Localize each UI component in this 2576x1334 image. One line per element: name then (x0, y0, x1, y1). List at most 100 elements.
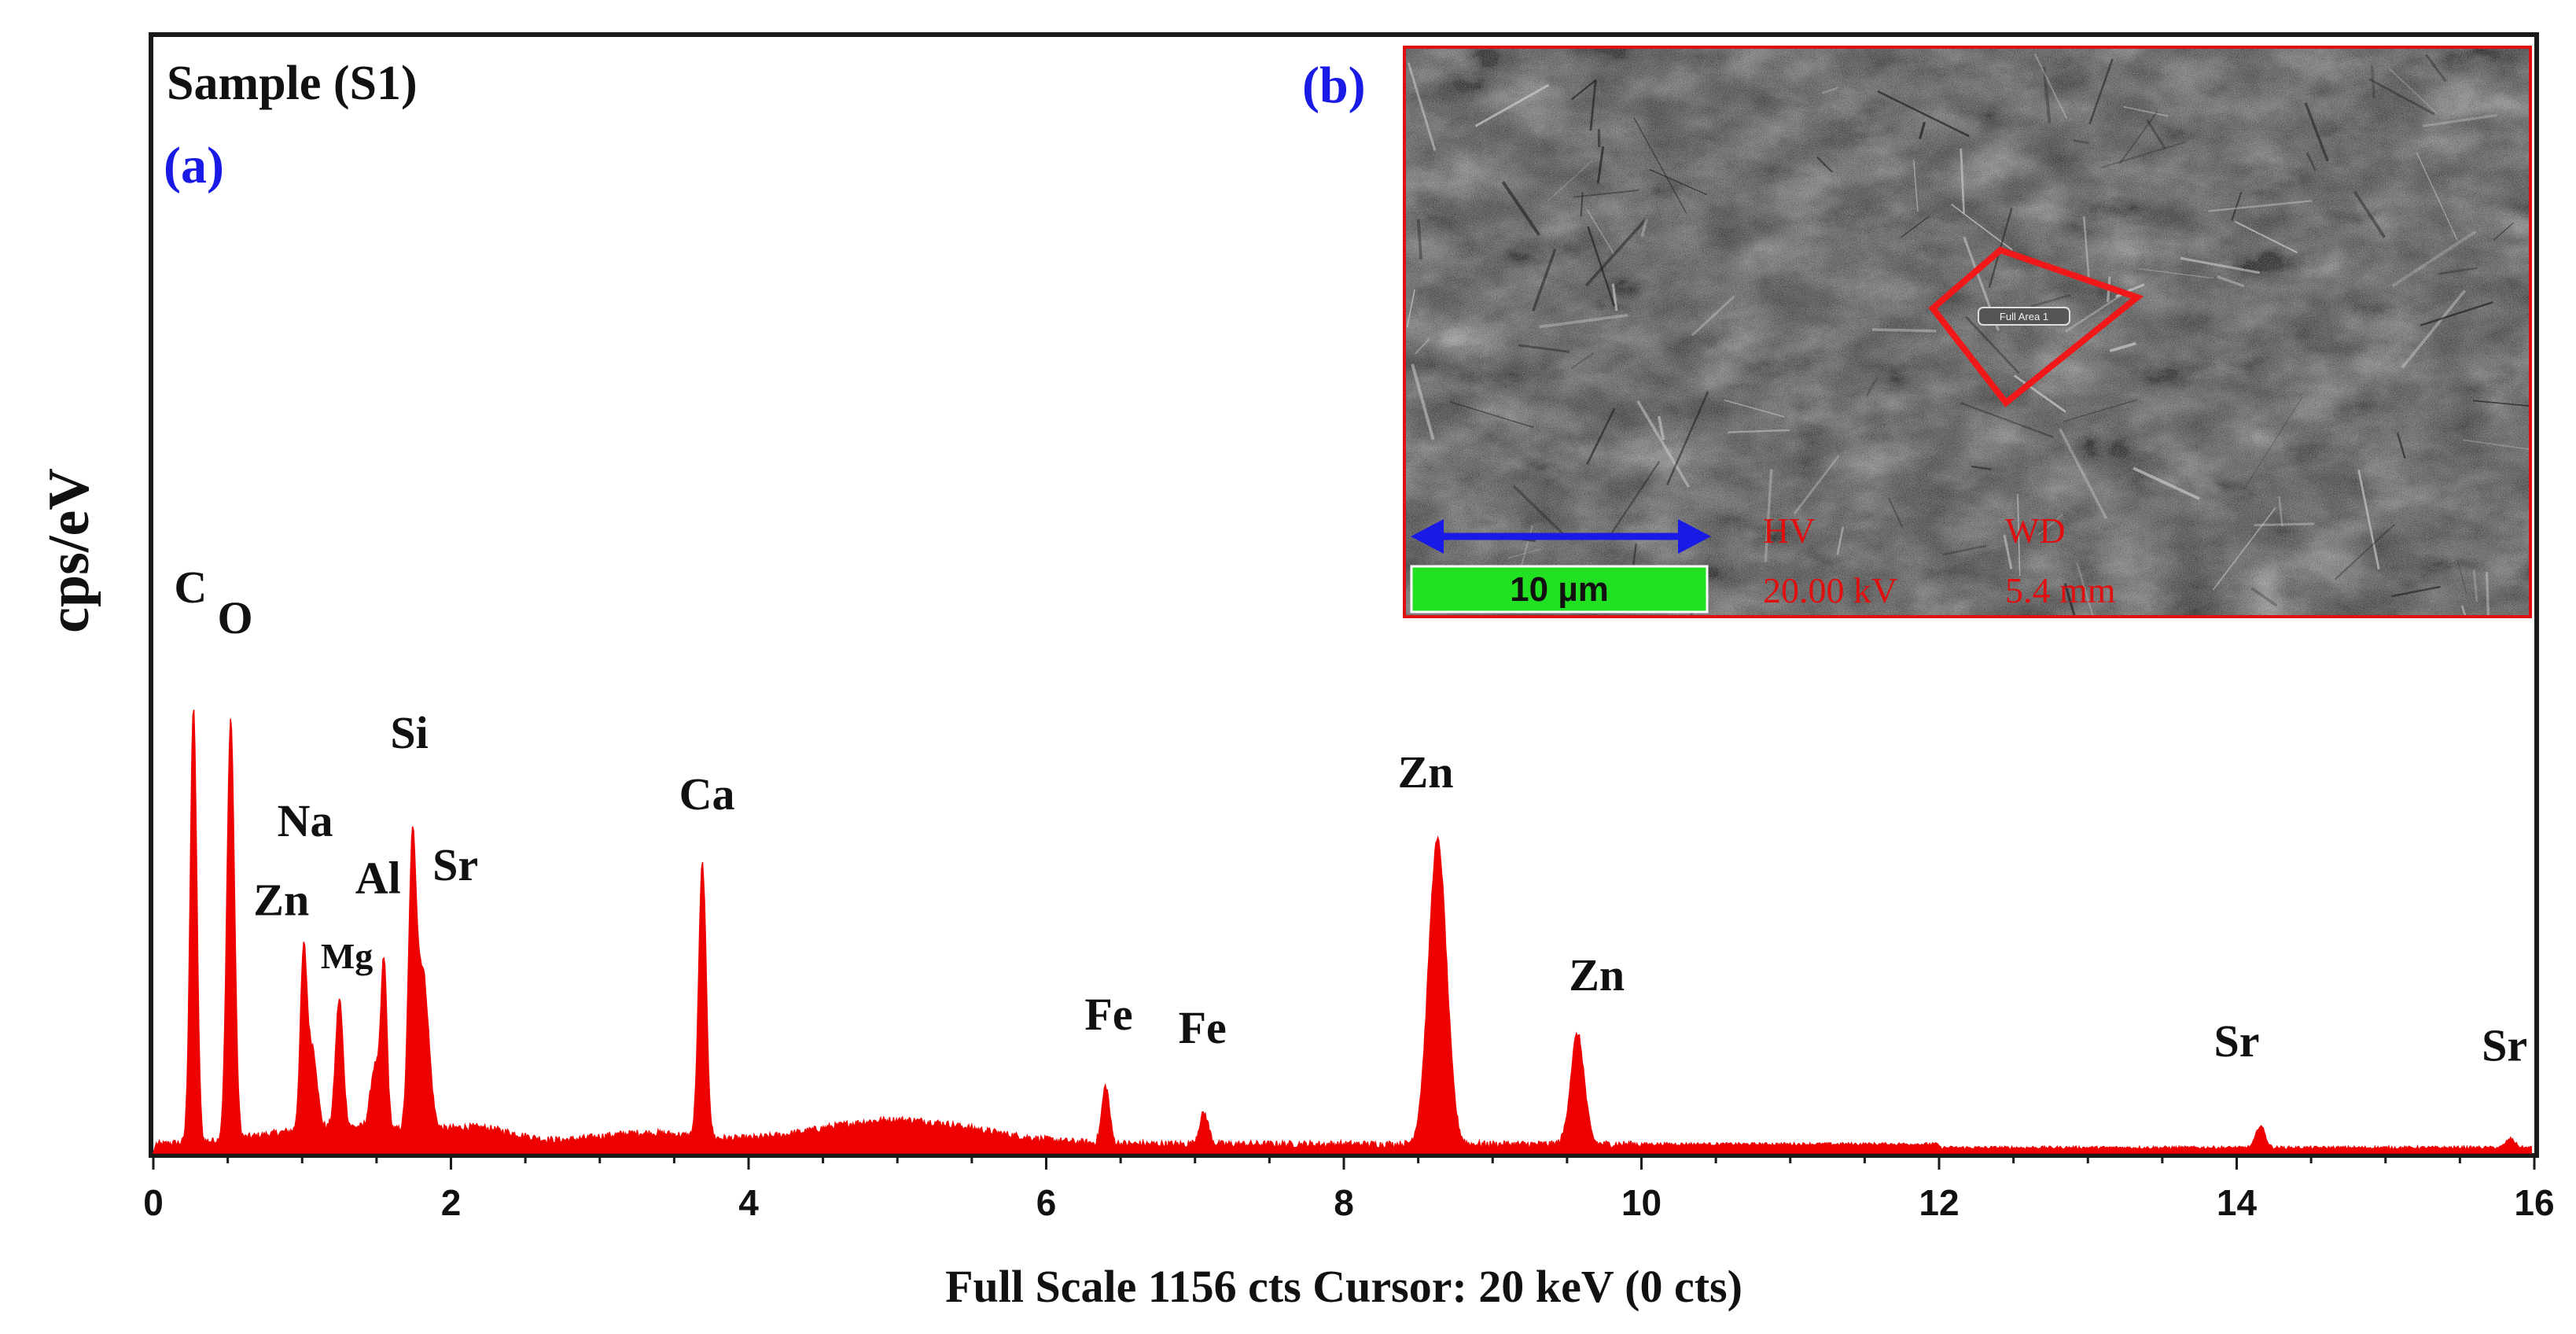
sem-grain (2368, 78, 2435, 116)
sem-grain (1416, 219, 1422, 260)
roi-outline (1928, 246, 2144, 407)
sem-grain (2278, 496, 2283, 527)
sem-grain (2076, 562, 2095, 617)
sem-grain (1411, 363, 1435, 440)
peak-label-na: Na (278, 795, 333, 846)
sem-grain (1501, 181, 1540, 236)
inset-frame (1403, 46, 2532, 618)
wd-value: 5.4 mm (2005, 570, 2116, 610)
sem-grain (2088, 58, 2114, 125)
sem-grain (1964, 315, 2020, 374)
sem-grain (2217, 275, 2245, 288)
sem-grain (1610, 461, 1661, 536)
sem-grain (1764, 469, 1773, 562)
sem-grain (2101, 141, 2186, 169)
peak-label-mg: Mg (321, 936, 373, 976)
sem-grain (2389, 68, 2438, 114)
sem-grain (1449, 401, 1534, 428)
sem-grain (1816, 157, 1833, 173)
peak-label-c: C (174, 562, 207, 613)
sem-grain (1518, 344, 1570, 353)
sem-grain (2064, 287, 2133, 333)
sem-grain (1640, 218, 1648, 237)
sem-grain (2357, 470, 2380, 570)
sem-grain (1900, 216, 1930, 238)
wd-label: WD (2005, 510, 2066, 551)
sem-grain (1587, 226, 1616, 307)
peak-label-zn: Zn (1398, 746, 1454, 798)
sem-grain (2243, 396, 2303, 490)
sem-grain (1942, 544, 1987, 556)
x-tick-label: 8 (1334, 1182, 1354, 1223)
sem-grain (1584, 217, 1648, 287)
sem-grain (2033, 53, 2068, 120)
peak-label-sr: Sr (2482, 1019, 2527, 1071)
sem-grain (2017, 494, 2021, 576)
peak-labels: CO Si Na Ca Zn Al Sr Mg Zn Zn Fe Fe Sr Sr (174, 562, 2527, 1071)
sem-grain (1919, 121, 1926, 139)
peak-label-zn: Zn (1569, 949, 1625, 1000)
sem-grain (2438, 267, 2478, 275)
scale-bar-label: 10 µm (1510, 570, 1609, 609)
sem-grain (1960, 402, 2054, 439)
sem-grain (2234, 220, 2298, 254)
sem-grain (2456, 559, 2467, 595)
roi-tag-box (1978, 307, 2070, 326)
sem-grain (1532, 249, 1557, 312)
x-axis-ticks: 0 2 4 6 8 10 12 14 16 (143, 1155, 2555, 1223)
sem-grain (2063, 583, 2077, 617)
sem-grain (2030, 293, 2071, 308)
sem-grain (2371, 65, 2375, 98)
sem-grain (1570, 352, 1595, 370)
scale-bar (1410, 565, 1709, 614)
sem-grain (2073, 139, 2090, 144)
sem-grain (2118, 110, 2158, 165)
x-tick-label: 14 (2217, 1182, 2258, 1223)
y-axis-label: cps/eV (37, 468, 101, 633)
sem-grain (1888, 497, 1904, 529)
sem-grain (1580, 192, 1584, 217)
sem-grain (1586, 407, 1616, 465)
sem-grain (1586, 208, 1616, 256)
peak-label-zn: Zn (253, 875, 309, 926)
sem-grain (2231, 191, 2243, 221)
x-tick-label: 4 (738, 1182, 759, 1223)
sem-grain (2180, 256, 2260, 275)
sem-grain (1407, 62, 1437, 151)
sem-grain (2306, 152, 2317, 171)
scale-arrow (1411, 519, 1711, 554)
sem-grain (2472, 569, 2478, 603)
sem-grain (2146, 119, 2166, 149)
sem-grain (1971, 465, 1992, 470)
sem-grain (2353, 190, 2386, 238)
sem-grain (2063, 399, 2138, 422)
sem-grain (1406, 289, 1415, 328)
sem-grain (1724, 399, 1785, 418)
sem-grain (1589, 79, 1597, 131)
roi-tag: Full Area 1 (2000, 311, 2048, 322)
sem-grain (2037, 514, 2063, 536)
sem-grain (2003, 535, 2013, 569)
sem-grain (2390, 585, 2441, 598)
sem-grain (2422, 113, 2497, 127)
sem-grain (2304, 102, 2329, 162)
sem-grain (1793, 455, 1840, 514)
sem-grain (1570, 79, 1596, 101)
sem-grain (1508, 548, 1541, 558)
sem-grain (2420, 301, 2493, 327)
sem-grain (1728, 429, 1790, 433)
sem-grain (2485, 571, 2490, 617)
peak-label-o: O (218, 592, 253, 643)
x-tick-label: 0 (143, 1182, 164, 1223)
sem-grain (2250, 587, 2278, 607)
sem-grain (1657, 415, 1665, 440)
sem-grain (1474, 83, 1550, 127)
peak-label-al: Al (355, 853, 401, 904)
sem-grain (2425, 53, 2447, 83)
sem-grain (2082, 216, 2091, 284)
peak-label-fe: Fe (1179, 1002, 1227, 1053)
sem-grain (2334, 523, 2395, 580)
sem-grain (2139, 268, 2214, 279)
sem-grain (2254, 522, 2315, 527)
